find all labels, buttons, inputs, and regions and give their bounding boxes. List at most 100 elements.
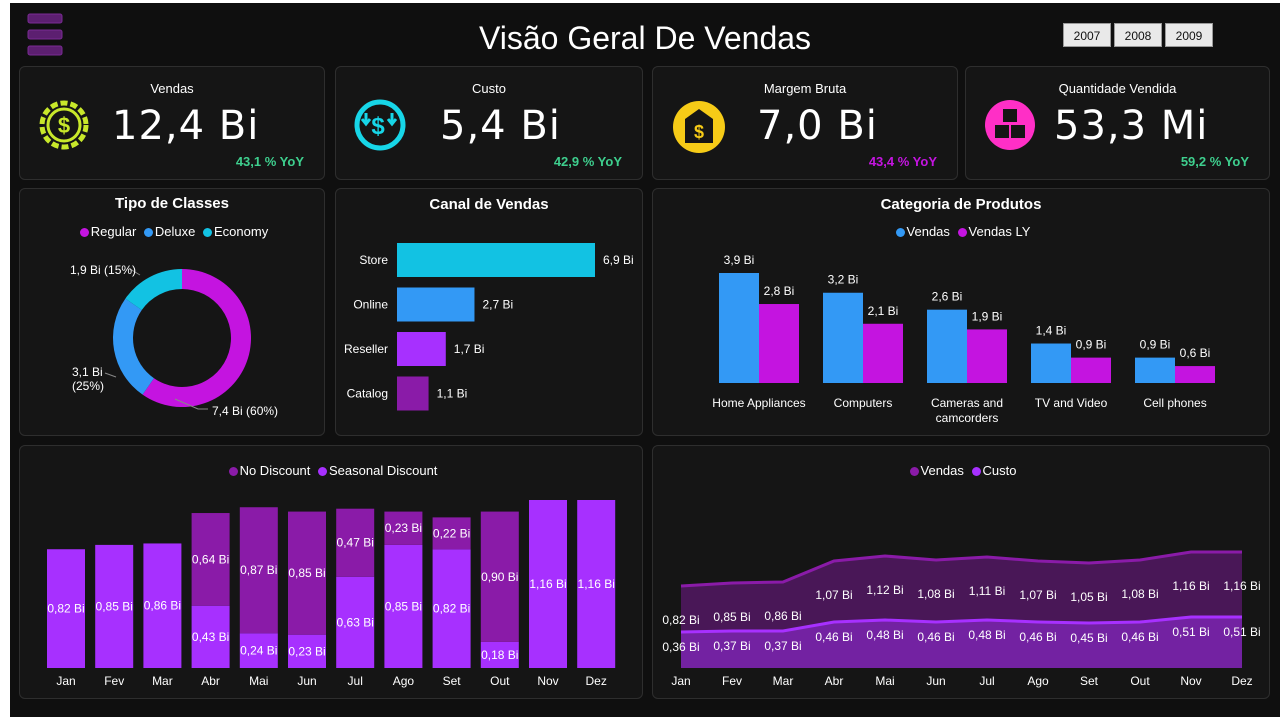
month-label: Dez [1231, 674, 1252, 688]
custo-value-label: 0,48 Bi [968, 628, 1005, 642]
bar-vendas [823, 292, 863, 383]
vendas-value-label: 1,07 Bi [1019, 588, 1056, 602]
month-label: Mar [773, 674, 794, 688]
bar-value-label: 1,1 Bi [437, 387, 468, 401]
kpi-yoy: 43,4 % YoY [868, 154, 937, 169]
donut-slice-economy [125, 269, 182, 311]
month-label: Mai [875, 674, 894, 688]
svg-text:$: $ [371, 113, 385, 140]
legend-label: Seasonal Discount [329, 463, 438, 478]
year-button-2009[interactable]: 2009 [1165, 23, 1213, 47]
month-label: Jun [297, 674, 316, 688]
donut-label: 1,9 Bi (15%) [70, 263, 136, 277]
custo-area [681, 617, 1242, 668]
bar-value-label: 0,43 Bi [192, 630, 229, 644]
vendas-value-label: 1,08 Bi [917, 587, 954, 601]
kpi-value: 12,4 Bi [112, 103, 260, 149]
trend-area-chart: Jan 0,82 Bi 0,36 Bi Fev 0,85 Bi 0,37 Bi Mar 0,8… [662, 550, 1261, 688]
vendas-value-label: 0,82 Bi [662, 613, 699, 627]
bar-vendas-ly [967, 329, 1007, 383]
custo-value-label: 0,37 Bi [764, 639, 801, 653]
bar-value-label: 0,23 Bi [288, 644, 325, 658]
bar-value-label: 0,9 Bi [1076, 338, 1107, 352]
custo-value-label: 0,46 Bi [815, 630, 852, 644]
kpi-yoy: 43,1 % YoY [235, 154, 304, 169]
month-label: Fev [104, 674, 124, 688]
category-label: Computers [834, 396, 893, 410]
leader-line [104, 372, 117, 378]
bar-no-discount [336, 508, 375, 577]
legend-dot [318, 467, 328, 477]
bar-no-discount [191, 513, 230, 606]
bar-no-discount [432, 517, 471, 550]
custo-value-label: 0,46 Bi [1121, 630, 1158, 644]
custo-value-label: 0,46 Bi [1019, 630, 1056, 644]
month-label: Mai [249, 674, 268, 688]
category-bar-chart: 3,9 Bi 2,8 Bi Home Appliances 3,2 Bi 2,1 Bi C… [712, 253, 1215, 425]
category-label: Cell phones [1143, 396, 1206, 410]
kpi-value: 5,4 Bi [440, 103, 561, 149]
month-label: Jan [56, 674, 75, 688]
bar-value-label: 0,85 Bi [288, 566, 325, 580]
month-label: Mar [152, 674, 173, 688]
vendas-value-label: 1,05 Bi [1070, 590, 1107, 604]
channel-card: Canal de Vendas Store 6,9 Bi Online 2,7 Bi R… [335, 188, 643, 436]
boxes-icon [985, 100, 1035, 150]
bar-value-label: 0,24 Bi [240, 644, 277, 658]
menu-icon[interactable] [26, 12, 66, 58]
bar-no-discount [384, 511, 423, 545]
legend-label: Deluxe [154, 224, 196, 239]
bar-value-label: 0,85 Bi [385, 599, 422, 613]
dashboard-frame: Visão Geral De Vendas 2007 2008 2009 Ven… [10, 3, 1280, 717]
bar-seasonal-discount [432, 549, 471, 668]
bar-value-label: 6,9 Bi [603, 253, 634, 267]
kpi-yoy: 42,9 % YoY [553, 154, 622, 169]
channel-bar-chart: Store 6,9 Bi Online 2,7 Bi Reseller 1,7 Bi Cat… [344, 243, 634, 411]
bar-vendas-ly [759, 304, 799, 383]
kpi-label: Margem Bruta [763, 81, 847, 96]
month-label: Out [1130, 674, 1150, 688]
bar-category-label: Store [359, 253, 388, 267]
bar-value-label: 3,2 Bi [828, 273, 859, 287]
legend-dot [143, 228, 153, 238]
bar-value-label: 0,82 Bi [433, 602, 470, 616]
legend-dot [909, 467, 919, 477]
bar-seasonal-discount [384, 544, 423, 668]
bar-value-label: 1,4 Bi [1036, 324, 1067, 338]
kpi-yoy: 59,2 % YoY [1180, 154, 1249, 169]
legend-dot [971, 467, 981, 477]
chart-legend: Regular Deluxe Economy [20, 224, 324, 239]
leader-line [129, 268, 141, 276]
bar-value-label: 0,63 Bi [337, 615, 374, 629]
bar-vendas [1031, 343, 1071, 383]
bar-vendas [719, 273, 759, 383]
chart-legend: Vendas Vendas LY [653, 224, 1269, 239]
donut-slice-regular [142, 269, 251, 407]
year-button-2007[interactable]: 2007 [1063, 23, 1111, 47]
bar-seasonal-discount [336, 576, 375, 668]
legend-dot [957, 228, 967, 238]
legend-label: Vendas [920, 463, 964, 478]
donut-label: 7,4 Bi (60%) [212, 404, 278, 418]
discount-stacked-chart: 0,82 Bi Jan 0,85 Bi Fev 0,86 Bi Mar 0,43 Bi 0,6… [47, 500, 616, 688]
bar-online [397, 287, 475, 322]
chart-title: Categoria de Produtos [880, 196, 1042, 213]
bar-seasonal-discount [47, 549, 85, 668]
month-label: Jun [926, 674, 945, 688]
bar-seasonal-discount [143, 543, 182, 668]
legend-label: Vendas LY [968, 224, 1031, 239]
vendas-area [681, 552, 1242, 668]
kpi-card-vendas: Vendas $ 12,4 Bi 43,1 % YoY [19, 66, 325, 180]
bar-category-label: Reseller [344, 342, 388, 356]
legend-label: No Discount [239, 463, 311, 478]
custo-value-label: 0,48 Bi [866, 628, 903, 642]
donut-label: 3,1 Bi [72, 365, 103, 379]
month-label: Nov [1180, 674, 1201, 688]
vendas-line [680, 550, 1242, 588]
bar-catalog [397, 376, 429, 411]
bar-value-label: 0,86 Bi [144, 599, 181, 613]
svg-text:$: $ [694, 122, 704, 142]
month-label: Jul [979, 674, 994, 688]
year-button-2008[interactable]: 2008 [1114, 23, 1162, 47]
bar-seasonal-discount [529, 500, 567, 668]
